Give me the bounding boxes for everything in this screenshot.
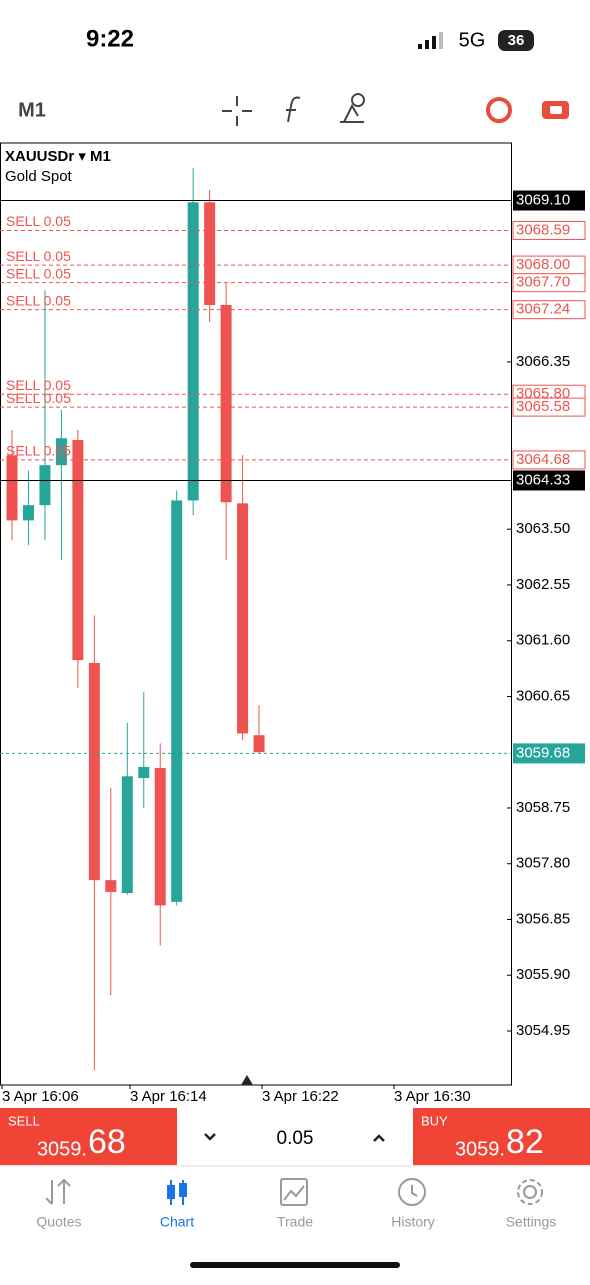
order-price: 3067.24 (516, 301, 570, 318)
order-price-box (512, 450, 586, 470)
order-text: SELL 0.05 (6, 390, 71, 406)
signal (418, 32, 443, 49)
order-price: 3065.58 (516, 398, 570, 415)
chart-subtitle: Gold Spot (5, 168, 73, 185)
price-box (513, 190, 585, 211)
volume-steppers[interactable] (204, 1133, 385, 1142)
order-price-box (512, 300, 586, 320)
price-box (513, 470, 585, 491)
plot (6, 168, 265, 1071)
order-price: 3067.70 (516, 274, 570, 291)
candle-body (121, 776, 133, 894)
buy-button[interactable] (413, 1108, 590, 1165)
buy-label: BUY (421, 1113, 448, 1128)
sell-price-big: 68 (88, 1123, 126, 1161)
scroll-marker (241, 1075, 253, 1085)
price-box (513, 743, 585, 764)
candle-body (138, 766, 150, 779)
y-tick-label: 3061.60 (516, 632, 570, 649)
y-tick-label: 3062.55 (516, 576, 570, 593)
candle-body (220, 304, 232, 503)
order-text: SELL 0.05 (6, 443, 71, 459)
order-text: SELL 0.05 (6, 377, 71, 393)
candle-body (154, 768, 166, 906)
chart-frame (0, 142, 512, 1086)
candle-body (39, 465, 51, 506)
timeframe[interactable]: M1 (18, 99, 46, 121)
y-tick-label: 3058.75 (516, 799, 570, 816)
candle-body (6, 455, 18, 521)
home-indicator (190, 1262, 400, 1268)
symbol: XAUUSDr ▾ M1 (5, 148, 111, 165)
candle-body (253, 735, 265, 753)
tab-bar: Quotes Chart Trade History Settings (36, 1214, 556, 1230)
tab-label[interactable]: Chart (160, 1214, 194, 1230)
x-tick-label: 3 Apr 16:14 (130, 1088, 207, 1105)
tab-label[interactable]: Quotes (36, 1214, 81, 1230)
clock: 9:22 (86, 25, 134, 52)
order-text: SELL 0.05 (6, 292, 71, 308)
candle-body (105, 880, 117, 892)
candle-body (171, 500, 183, 902)
order-text: SELL 0.05 (6, 265, 71, 281)
sell-price-main: 3059. (37, 1138, 87, 1160)
order-price: 3068.59 (516, 221, 570, 238)
y-tick-label: 3057.80 (516, 855, 570, 872)
y-tick-label: 3066.35 (516, 353, 570, 370)
tab-label[interactable]: Settings (506, 1214, 557, 1230)
order-price-box (512, 220, 586, 240)
y-tick-label: 3055.90 (516, 966, 570, 983)
tab-label[interactable]: Trade (277, 1214, 313, 1230)
sell-label: SELL (8, 1113, 40, 1128)
price-label: 3069.10 (516, 191, 570, 208)
y-tick-label: 3054.95 (516, 1022, 570, 1039)
order-text: SELL 0.05 (6, 213, 71, 229)
candle-body (88, 663, 100, 881)
volume[interactable]: 0.05 (277, 1128, 314, 1149)
candle-body (204, 202, 216, 305)
order-price-box (512, 397, 586, 417)
y-tick-label: 3060.65 (516, 687, 570, 704)
x-tick-label: 3 Apr 16:06 (2, 1088, 79, 1105)
sell-button[interactable] (0, 1108, 177, 1165)
buy-price-big: 82 (506, 1123, 544, 1161)
price-label: 3059.68 (516, 744, 570, 761)
tab-icons (45, 1178, 543, 1206)
x-tick-label: 3 Apr 16:30 (394, 1088, 471, 1105)
tab-label[interactable]: History (391, 1214, 435, 1230)
order-price: 3064.68 (516, 451, 570, 468)
battery (498, 30, 534, 51)
network: 5G (459, 29, 486, 51)
toolbar-icons[interactable] (222, 93, 569, 126)
candle-body (72, 439, 84, 661)
candle-body (55, 438, 67, 466)
candle-body (22, 505, 34, 521)
order-price-box (512, 273, 586, 293)
order-price: 3068.00 (516, 256, 570, 273)
candle-body (237, 503, 249, 734)
buy-price-main: 3059. (455, 1138, 505, 1160)
order-text: SELL 0.05 (6, 248, 71, 264)
battery-level: 36 (508, 32, 525, 49)
candle-body (187, 202, 199, 501)
x-tick-label: 3 Apr 16:22 (262, 1088, 339, 1105)
y-tick-label: 3063.50 (516, 520, 570, 537)
y-tick-label: 3056.85 (516, 910, 570, 927)
price-label: 3064.33 (516, 471, 570, 488)
